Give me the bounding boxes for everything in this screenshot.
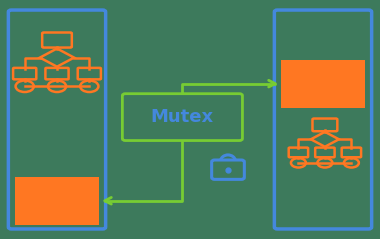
FancyBboxPatch shape xyxy=(8,10,106,229)
Bar xyxy=(15,177,99,225)
FancyBboxPatch shape xyxy=(274,10,372,229)
Text: Mutex: Mutex xyxy=(151,108,214,126)
FancyBboxPatch shape xyxy=(122,94,242,141)
Bar xyxy=(281,60,365,108)
